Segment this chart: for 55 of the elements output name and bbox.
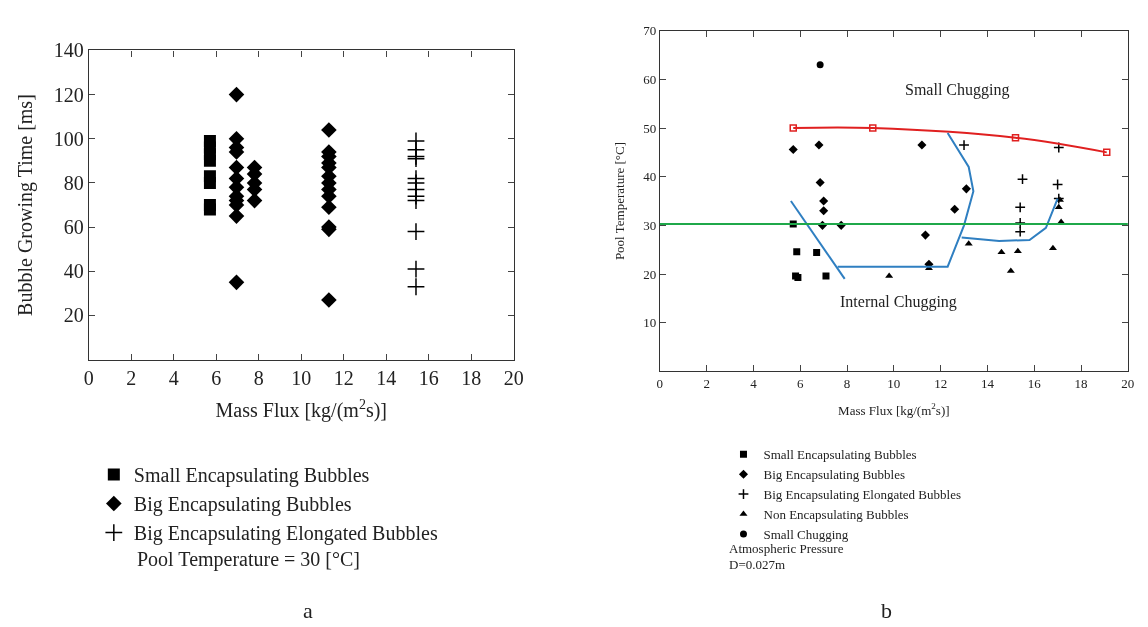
text: b (881, 598, 892, 623)
x-tick-label: 2 (126, 366, 137, 389)
legend-label: Non Encapsulating Bubbles (763, 507, 909, 523)
x-tick-label: 10 (887, 376, 901, 392)
y-tick-label: 40 (63, 260, 84, 283)
x-tick-label: 4 (168, 366, 179, 389)
x-axis-title: Mass Flux [kg/(m$^{2}$s)] (838, 401, 950, 418)
x-tick-label: 0 (83, 366, 94, 389)
legend-label: Small Chugging (763, 526, 849, 542)
y-tick-label: 120 (53, 83, 84, 106)
y-tick-label: 140 (53, 39, 84, 62)
text: a (303, 598, 313, 623)
x-tick-label: 8 (843, 376, 851, 392)
legend-label: Big Encapsulating Elongated Bubbles (763, 487, 961, 503)
legend-label: Small Encapsulating Bubbles (133, 464, 370, 488)
text: Pool Temperature = 30 [°C] (137, 548, 361, 571)
y-tick-label: 10 (643, 315, 657, 331)
text: Atmospheric Pressure (729, 541, 844, 556)
x-tick-label: 12 (934, 376, 948, 392)
annotation: Small Chugging (905, 81, 1010, 99)
x-axis-title: Mass Flux [kg/(m$^{2}$s)] (215, 396, 388, 423)
y-tick-label: 20 (63, 304, 84, 327)
x-tick-label: 6 (211, 366, 222, 389)
x-tick-label: 10 (291, 366, 312, 389)
x-tick-label: 16 (1027, 376, 1042, 392)
legend-label: Small Encapsulating Bubbles (763, 447, 917, 463)
x-tick-label: 18 (461, 366, 482, 389)
y-tick-label: 70 (643, 23, 657, 39)
y-tick-label: 20 (643, 266, 657, 282)
y-tick-label: 100 (53, 127, 84, 150)
legend-label: Big Encapsulating Elongated Bubbles (133, 522, 438, 546)
x-tick-label: 20 (1121, 376, 1135, 392)
x-tick-label: 18 (1074, 376, 1088, 392)
x-tick-label: 6 (797, 376, 804, 392)
y-tick-label: 60 (63, 216, 84, 239)
y-axis-title: Bubble Growing Time [ms] (14, 94, 38, 316)
x-tick-label: 12 (333, 366, 354, 389)
y-axis-title: Pool Temperature [°C] (612, 141, 628, 261)
y-tick-label: 30 (643, 217, 657, 233)
x-tick-label: 20 (503, 366, 524, 389)
legend-label: Big Encapsulating Bubbles (763, 467, 906, 483)
x-tick-label: 2 (703, 376, 710, 392)
x-tick-label: 16 (418, 366, 439, 389)
text: D=0.027m (729, 557, 786, 572)
y-tick-label: 40 (643, 169, 657, 185)
y-tick-label: 80 (63, 171, 84, 194)
x-tick-label: 0 (656, 376, 664, 392)
x-tick-label: 14 (980, 376, 995, 392)
x-tick-label: 8 (253, 366, 264, 389)
legend-label: Big Encapsulating Bubbles (133, 493, 352, 517)
x-tick-label: 14 (376, 366, 397, 389)
y-tick-label: 60 (643, 71, 657, 87)
x-tick-label: 4 (750, 376, 758, 392)
annotation: Internal Chugging (840, 293, 957, 311)
y-tick-label: 50 (643, 120, 657, 136)
